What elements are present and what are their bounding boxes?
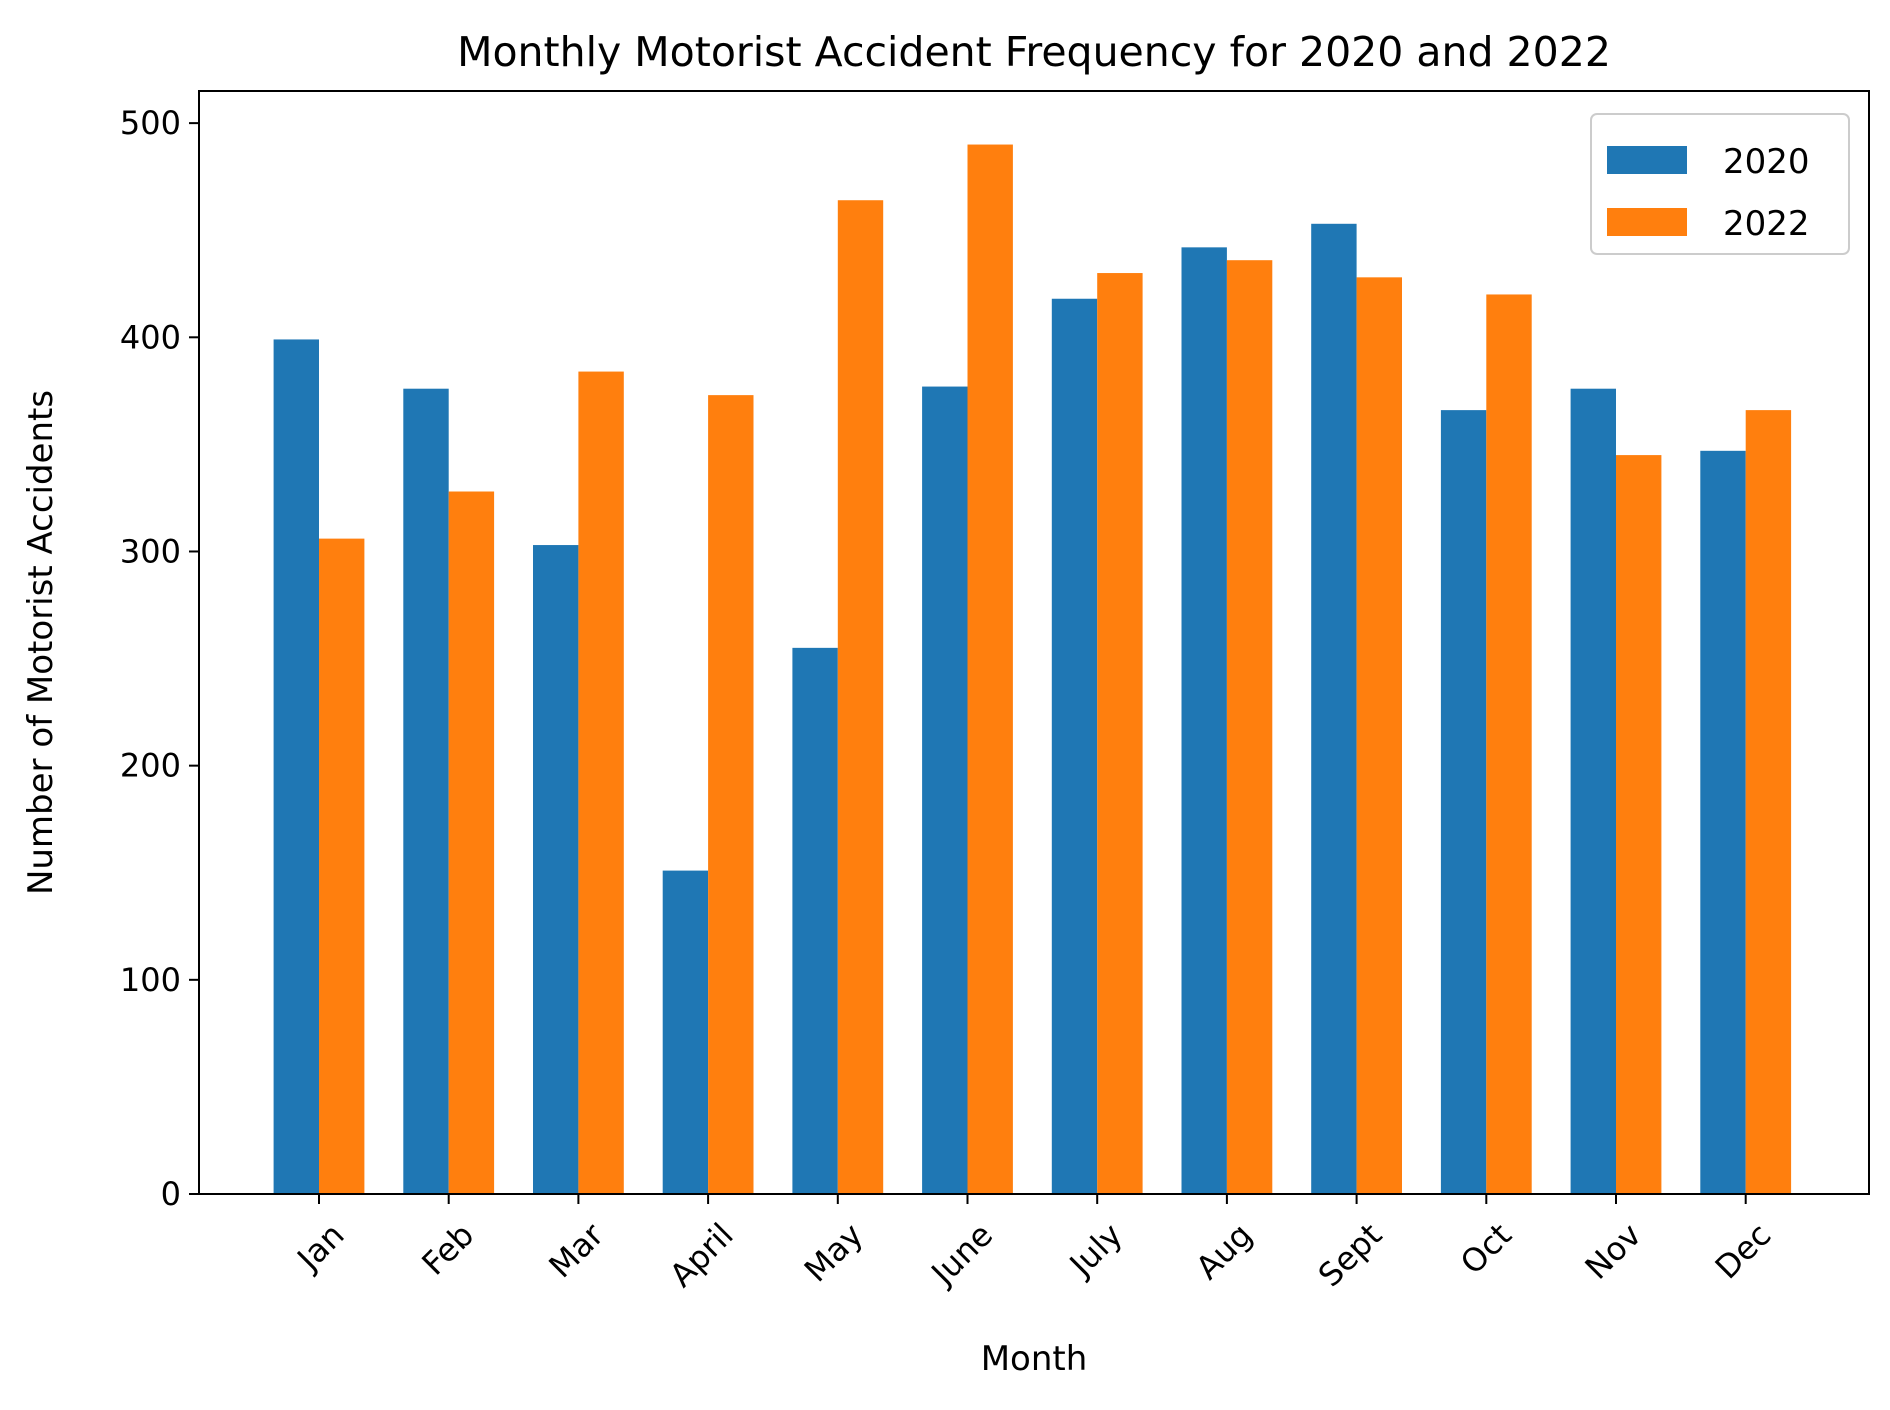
bar-2022-feb (448, 491, 495, 1194)
bar-2022-mar (578, 371, 624, 1194)
bar-2020-jan (273, 339, 319, 1194)
legend-label-2020: 2020 (1723, 142, 1810, 182)
bar-2022-june (967, 144, 1013, 1194)
legend-label-2022: 2022 (1723, 204, 1810, 244)
y-axis-label: Number of Motorist Accidents (21, 390, 61, 895)
bar-2020-april (662, 870, 709, 1194)
y-tick-label: 100 (120, 961, 181, 999)
bar-2022-may (837, 200, 884, 1194)
bar-2020-sept (1311, 223, 1357, 1195)
bar-2022-sept (1356, 277, 1402, 1194)
bar-2022-april (708, 395, 754, 1194)
y-tick-label: 400 (120, 318, 181, 356)
y-tick-label: 500 (120, 104, 181, 142)
y-tick-label: 300 (120, 532, 181, 570)
bar-2020-dec (1700, 450, 1746, 1194)
y-tick-label: 0 (161, 1175, 181, 1213)
bar-2020-mar (533, 545, 579, 1194)
bar-2020-may (792, 647, 838, 1194)
bar-2022-nov (1616, 455, 1662, 1195)
legend-swatch-2020 (1607, 146, 1687, 174)
chart-title: Monthly Motorist Accident Frequency for … (457, 28, 1611, 76)
plot-frame (198, 90, 1870, 1195)
bar-2020-june (922, 386, 968, 1194)
bar-2022-dec (1745, 410, 1792, 1195)
y-tick-label: 200 (120, 747, 181, 785)
bar-2022-jan (319, 538, 365, 1194)
bar-2020-feb (403, 388, 449, 1195)
bar-2022-aug (1226, 260, 1273, 1194)
legend-swatch-2022 (1607, 208, 1687, 236)
bar-2020-aug (1181, 247, 1227, 1194)
bar-2020-july (1051, 298, 1098, 1194)
bar-2022-oct (1486, 294, 1532, 1194)
bar-2020-nov (1570, 388, 1616, 1195)
y-axis: 0 100 200 300 400 500 (120, 104, 199, 1213)
x-axis-label: Month (981, 1339, 1088, 1379)
legend: 2020 2022 (1590, 113, 1850, 255)
bars-layer (273, 144, 1792, 1195)
bar-2020-oct (1440, 410, 1487, 1195)
bar-2022-july (1097, 273, 1143, 1194)
